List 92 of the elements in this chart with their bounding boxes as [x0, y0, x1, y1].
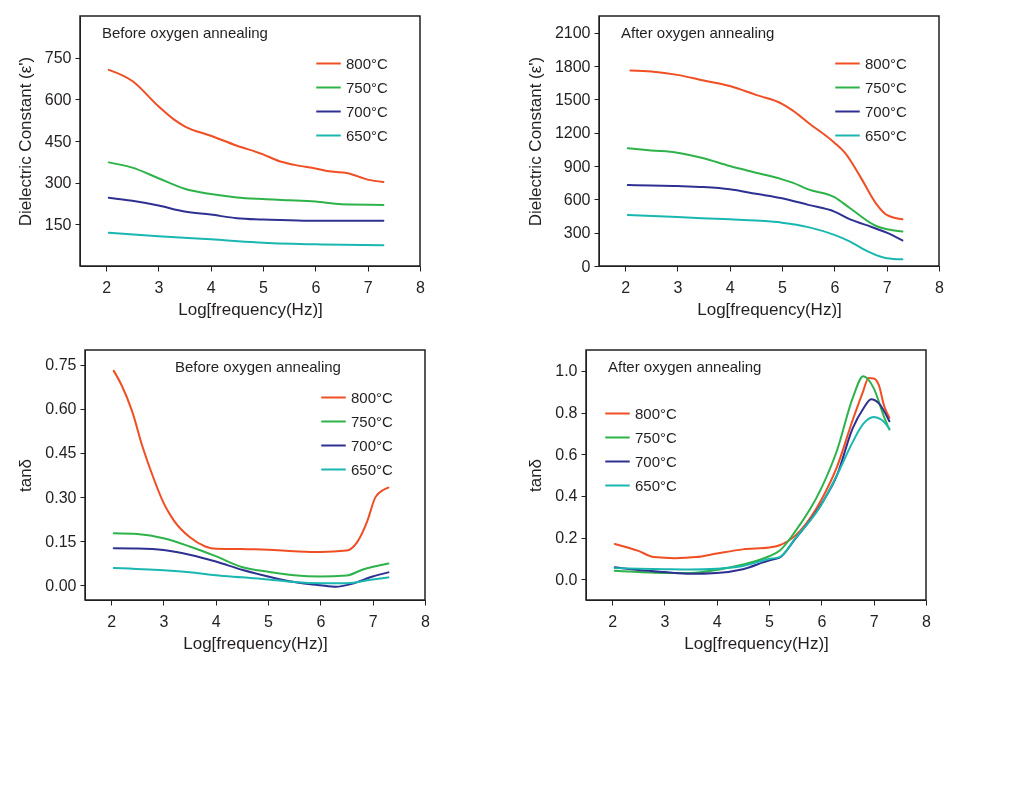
y-tick-label: 0.15: [45, 532, 77, 550]
x-tick-label: 6: [817, 612, 827, 630]
x-tick-label: 5: [778, 278, 788, 296]
x-tick-label: 3: [673, 278, 683, 296]
legend-label: 750°C: [346, 78, 389, 96]
legend-label: 700°C: [346, 102, 389, 120]
line-series: [626, 147, 904, 233]
y-tick-label: 0.8: [555, 404, 578, 421]
x-tick-label: 2: [107, 612, 117, 630]
y-tick-label: 0: [581, 257, 591, 275]
annotation: After oxygen annealing: [608, 358, 762, 375]
y-tick-label: 150: [44, 215, 72, 233]
y-tick-label: 750: [44, 49, 72, 67]
line-series: [112, 566, 390, 585]
x-tick-label: 5: [259, 278, 269, 296]
x-tick-label: 8: [421, 612, 431, 630]
x-tick-label: 3: [159, 612, 169, 630]
x-tick-label: 7: [368, 612, 378, 630]
y-axis-title: Dielectric Constant (ε'): [15, 56, 35, 227]
y-tick-label: 300: [44, 174, 72, 192]
legend-label: 750°C: [865, 78, 908, 96]
line-series: [629, 69, 904, 221]
legend-label: 700°C: [351, 436, 394, 454]
y-axis-title: Dielectric Constant (ε'): [525, 56, 545, 227]
x-tick-label: 8: [935, 278, 945, 296]
legend-label: 650°C: [351, 460, 394, 478]
line-series: [107, 68, 385, 184]
y-tick-label: 0.4: [555, 487, 578, 505]
x-tick-label: 4: [725, 278, 735, 296]
y-tick-label: 0.2: [555, 529, 578, 546]
legend-label: 800°C: [635, 404, 678, 422]
y-tick-label: 2100: [554, 24, 591, 42]
y-tick-label: 600: [563, 190, 591, 208]
y-tick-label: 0.45: [45, 444, 77, 462]
x-tick-label: 3: [660, 612, 670, 630]
x-axis-title: Log[frequency(Hz)]: [684, 633, 829, 653]
x-tick-label: 4: [211, 612, 221, 630]
x-axis-title: Log[frequency(Hz)]: [178, 299, 323, 319]
line-series: [112, 547, 390, 588]
x-tick-label: 2: [621, 278, 631, 296]
x-axis-title: Log[frequency(Hz)]: [697, 299, 842, 319]
x-tick-label: 5: [264, 612, 274, 630]
y-tick-label: 1.0: [555, 362, 578, 380]
x-axis-title: Log[frequency(Hz)]: [183, 633, 328, 653]
y-tick-label: 900: [563, 157, 591, 175]
y-tick-label: 0.00: [45, 576, 77, 594]
legend-label: 800°C: [346, 54, 389, 72]
x-tick-label: 5: [765, 612, 775, 630]
y-tick-label: 450: [44, 132, 72, 150]
legend-label: 650°C: [635, 476, 678, 494]
x-tick-label: 2: [608, 612, 618, 630]
y-tick-label: 0.6: [555, 445, 578, 463]
legend-label: 650°C: [865, 126, 908, 144]
y-tick-label: 0.60: [45, 400, 77, 418]
legend-label: 750°C: [635, 428, 678, 446]
annotation: After oxygen annealing: [621, 24, 775, 41]
legend-label: 800°C: [351, 388, 394, 406]
x-tick-label: 2: [102, 278, 112, 296]
y-tick-label: 1800: [554, 57, 591, 75]
line-series: [626, 183, 904, 242]
y-tick-label: 0.0: [555, 570, 578, 588]
line-series: [112, 532, 390, 578]
y-axis-title: tanδ: [526, 458, 546, 493]
annotation: Before oxygen annealing: [102, 24, 268, 41]
line-series: [626, 213, 904, 261]
legend-label: 700°C: [865, 102, 908, 120]
x-tick-label: 8: [922, 612, 932, 630]
x-tick-label: 6: [311, 278, 321, 296]
y-tick-label: 600: [44, 90, 72, 108]
x-tick-label: 6: [316, 612, 326, 630]
x-tick-label: 6: [830, 278, 840, 296]
x-tick-label: 7: [869, 612, 879, 630]
y-tick-label: 0.30: [45, 488, 77, 506]
y-tick-label: 0.75: [45, 356, 77, 374]
legend-label: 750°C: [351, 412, 394, 430]
annotation: Before oxygen annealing: [175, 358, 341, 375]
x-tick-label: 4: [712, 612, 722, 630]
y-tick-label: 1500: [554, 90, 591, 108]
x-tick-label: 7: [882, 278, 892, 296]
legend-label: 800°C: [865, 54, 908, 72]
line-series: [107, 161, 385, 206]
x-tick-label: 4: [206, 278, 216, 296]
legend-label: 700°C: [635, 452, 678, 470]
x-tick-label: 3: [154, 278, 164, 296]
y-tick-label: 300: [563, 224, 591, 242]
x-tick-label: 7: [363, 278, 373, 296]
y-axis-title: tanδ: [16, 458, 36, 493]
line-series: [107, 231, 385, 247]
line-series: [107, 196, 385, 222]
x-tick-label: 8: [416, 278, 426, 296]
y-tick-label: 1200: [554, 124, 591, 142]
legend-label: 650°C: [346, 126, 389, 144]
